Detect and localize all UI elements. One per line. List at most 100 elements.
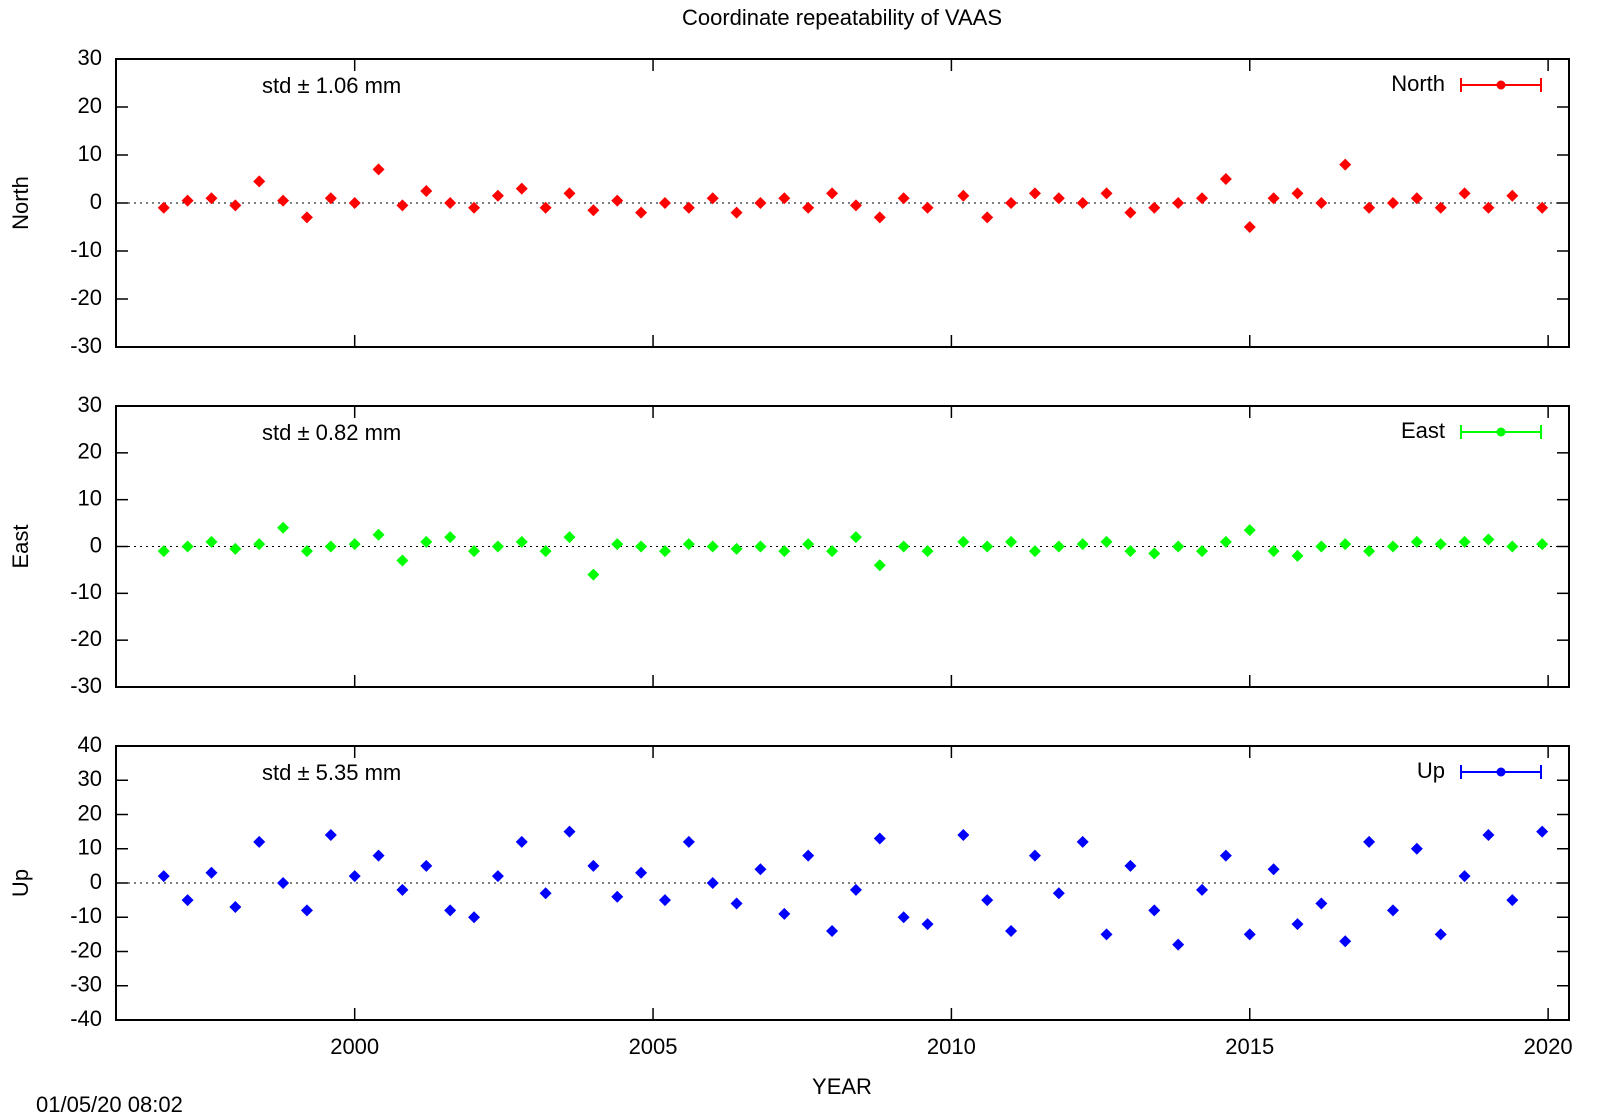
data-point xyxy=(1124,859,1137,872)
data-point xyxy=(300,904,313,917)
data-point xyxy=(1124,545,1137,558)
data-point xyxy=(849,531,862,544)
data-point xyxy=(682,835,695,848)
data-point xyxy=(1076,835,1089,848)
data-point xyxy=(921,545,934,558)
data-point xyxy=(1410,842,1423,855)
data-point xyxy=(1506,894,1519,907)
y-tick-label: -10 xyxy=(70,903,102,928)
data-point xyxy=(1196,545,1209,558)
data-point xyxy=(1028,187,1041,200)
data-point xyxy=(587,204,600,217)
data-point xyxy=(396,554,409,567)
x-tick-label: 2010 xyxy=(927,1034,976,1059)
data-point xyxy=(515,835,528,848)
data-point xyxy=(1315,897,1328,910)
data-point xyxy=(981,211,994,224)
data-point xyxy=(897,540,910,553)
legend-label: Up xyxy=(1417,758,1445,783)
y-axis-label: Up xyxy=(8,869,33,897)
data-point xyxy=(181,894,194,907)
data-point xyxy=(873,211,886,224)
data-point xyxy=(802,538,815,551)
data-point xyxy=(1148,201,1161,214)
y-tick-label: -20 xyxy=(70,285,102,310)
data-point xyxy=(730,206,743,219)
annotation: std ± 5.35 mm xyxy=(262,760,401,785)
data-point xyxy=(1124,206,1137,219)
data-point xyxy=(1148,547,1161,560)
data-point xyxy=(1536,825,1549,838)
data-point xyxy=(1243,221,1256,233)
data-point xyxy=(563,187,576,200)
data-point xyxy=(300,211,313,224)
data-point xyxy=(1434,201,1447,214)
data-point xyxy=(1196,192,1209,205)
data-point xyxy=(658,545,671,558)
data-point xyxy=(563,825,576,838)
data-point xyxy=(348,870,361,883)
data-point xyxy=(635,540,648,553)
data-point xyxy=(1506,189,1519,202)
data-point xyxy=(468,201,481,214)
data-point xyxy=(420,859,433,872)
data-point xyxy=(754,863,767,876)
data-point xyxy=(1458,187,1471,200)
data-point xyxy=(205,866,218,879)
data-point xyxy=(1458,870,1471,883)
data-point xyxy=(1386,197,1399,209)
data-point xyxy=(1172,938,1185,951)
data-point xyxy=(897,911,910,924)
y-tick-label: -20 xyxy=(70,626,102,651)
data-point xyxy=(1100,187,1113,200)
data-point xyxy=(981,540,994,553)
legend-marker xyxy=(1496,767,1506,777)
data-point xyxy=(802,849,815,862)
y-tick-label: 20 xyxy=(78,93,102,118)
data-point xyxy=(1076,197,1089,209)
legend-marker xyxy=(1496,80,1506,90)
data-point xyxy=(921,201,934,214)
data-point xyxy=(1005,197,1018,209)
data-point xyxy=(277,877,290,889)
data-point xyxy=(682,201,695,214)
data-point xyxy=(778,192,791,205)
data-point xyxy=(1536,538,1549,551)
data-point xyxy=(372,849,385,862)
data-point xyxy=(1005,924,1018,937)
x-tick-label: 2005 xyxy=(629,1034,678,1059)
data-point xyxy=(1482,201,1495,214)
data-point xyxy=(730,542,743,555)
y-axis-label: East xyxy=(8,524,33,568)
data-point xyxy=(253,175,266,188)
data-point xyxy=(1410,192,1423,205)
y-tick-label: -20 xyxy=(70,937,102,962)
data-point xyxy=(1410,535,1423,548)
y-tick-label: 10 xyxy=(78,835,102,860)
data-point xyxy=(539,887,552,900)
data-point xyxy=(706,192,719,205)
data-point xyxy=(181,194,194,207)
data-point xyxy=(1339,935,1352,948)
data-point xyxy=(778,907,791,920)
data-point xyxy=(229,199,242,212)
data-point xyxy=(1363,201,1376,214)
data-point xyxy=(957,189,970,202)
data-point xyxy=(444,904,457,917)
data-point xyxy=(420,535,433,548)
data-point xyxy=(873,559,886,572)
data-point xyxy=(849,883,862,896)
data-point xyxy=(444,531,457,544)
data-point xyxy=(1291,187,1304,200)
data-point xyxy=(515,182,528,195)
data-point xyxy=(1363,545,1376,558)
data-point xyxy=(324,829,337,842)
data-point xyxy=(1291,918,1304,931)
data-point xyxy=(205,535,218,548)
data-point xyxy=(873,832,886,845)
data-point xyxy=(253,835,266,848)
data-point xyxy=(1196,883,1209,896)
x-tick-label: 2000 xyxy=(330,1034,379,1059)
y-tick-label: 30 xyxy=(78,392,102,417)
data-point xyxy=(587,859,600,872)
